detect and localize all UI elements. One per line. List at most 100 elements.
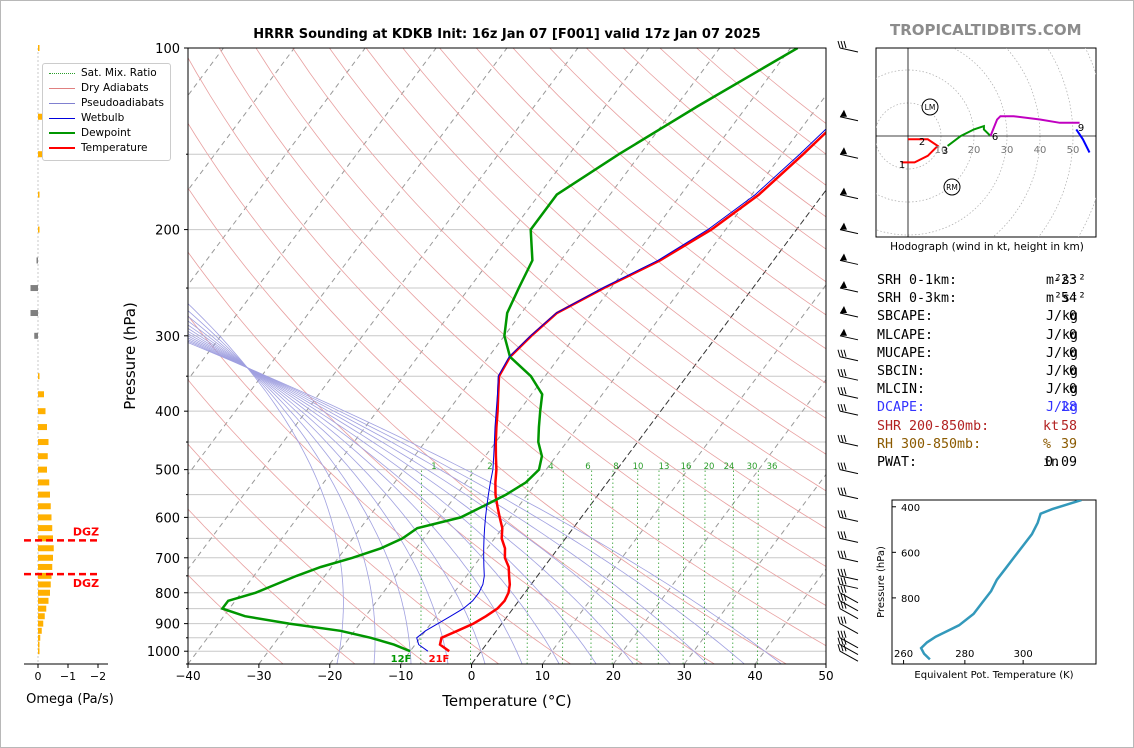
index-label: SRH 0-1km: xyxy=(877,273,958,288)
wind-barb-feather xyxy=(837,404,841,412)
wind-barb-feather xyxy=(843,487,847,495)
wind-barb-feather xyxy=(837,601,841,609)
hodograph-height-label: 1 xyxy=(899,160,905,171)
dry-adiabat xyxy=(188,187,715,664)
pseudoadiabat xyxy=(188,303,344,664)
hodograph-trace xyxy=(901,138,940,164)
pseudoadiabat xyxy=(188,327,523,664)
pseudoadiabat xyxy=(188,339,708,664)
hodograph-ring-label: 40 xyxy=(1034,145,1047,156)
wind-barb-flag xyxy=(840,147,847,155)
wind-barb-feather xyxy=(843,369,847,377)
storm-motion-label: LM xyxy=(925,103,936,112)
legend-item-dewpoint: Dewpoint xyxy=(49,126,131,141)
x-tick-label: 10 xyxy=(535,669,550,683)
wind-barb-feather xyxy=(840,593,844,601)
wind-barb-feather xyxy=(843,404,847,412)
index-value: 58 xyxy=(1060,418,1077,434)
wind-barb-feather xyxy=(837,510,841,518)
wind-barb-feather xyxy=(840,40,844,49)
wind-barb xyxy=(839,469,859,475)
index-unit: m²s⁻² xyxy=(1046,291,1087,307)
legend-item-pseudoadiabats: Pseudoadiabats xyxy=(49,96,164,111)
wind-barb-feather xyxy=(840,637,844,645)
isotherm xyxy=(258,48,721,664)
wind-barb xyxy=(839,557,859,563)
wind-barb-feather xyxy=(840,630,844,638)
wind-barb xyxy=(839,623,859,635)
hodograph-trace xyxy=(946,124,992,147)
mixing-ratio-label: 20 xyxy=(704,462,715,472)
wind-barb-feather xyxy=(837,369,841,377)
wind-barb-feather xyxy=(837,644,841,652)
omega-bar xyxy=(38,648,40,655)
omega-bar xyxy=(38,514,52,521)
y-tick-label: 400 xyxy=(155,405,180,420)
omega-bar xyxy=(38,439,49,446)
legend-item-mixing-ratio: Sat. Mix. Ratio xyxy=(49,66,157,81)
dry-adiabat xyxy=(188,508,356,664)
theta-e-profile xyxy=(919,500,1082,661)
wind-barb-feather xyxy=(840,644,844,652)
hodograph-ring-label: 10 xyxy=(935,145,948,156)
wind-barb xyxy=(839,410,859,416)
mixing-ratio-label: 8 xyxy=(613,462,618,472)
wind-barb-feather xyxy=(840,550,844,558)
hodograph-caption: Hodograph (wind in kt, height in km) xyxy=(890,241,1084,253)
theta-e-plot-area xyxy=(919,500,1082,661)
omega-bar xyxy=(38,597,49,604)
isotherm xyxy=(188,48,579,571)
index-value: 0 xyxy=(1068,309,1077,325)
hodograph-ring-label: 50 xyxy=(1067,145,1080,156)
y-tick-label: 200 xyxy=(155,224,180,239)
x-tick-label: −20 xyxy=(317,669,342,683)
index-label: MLCAPE: xyxy=(877,327,934,343)
storm-motion-marker xyxy=(921,98,939,116)
omega-bar xyxy=(30,285,38,292)
wind-barb-feather xyxy=(837,577,841,585)
omega-bar xyxy=(38,613,45,620)
omega-bar xyxy=(38,563,53,570)
wind-barb-feather xyxy=(843,40,847,49)
omega-bar xyxy=(38,191,40,198)
y-tick-label: 500 xyxy=(155,464,180,479)
omega-x-axis-label: Omega (Pa/s) xyxy=(26,692,114,707)
site-brand: TROPICALTIDBITS.COM xyxy=(890,21,1082,39)
theta-e-x-tick-label: 260 xyxy=(894,649,913,660)
index-unit: J/kg xyxy=(1046,400,1079,416)
wind-barb xyxy=(839,494,859,500)
mixing-ratio-label: 36 xyxy=(767,462,778,472)
wind-barb xyxy=(839,287,859,293)
wind-barb-feather xyxy=(837,387,841,395)
mixing-ratio-label: 13 xyxy=(659,462,670,472)
index-value: 0 xyxy=(1068,382,1077,398)
isotherm xyxy=(188,48,650,664)
isotherm xyxy=(471,189,826,664)
wind-barb-feather xyxy=(843,531,847,539)
index-unit: J/kg xyxy=(1046,382,1079,398)
wind-barb-feather xyxy=(843,349,847,357)
wind-barb xyxy=(839,608,859,620)
wind-barb xyxy=(839,592,859,604)
pseudoadiabat xyxy=(188,340,745,664)
wind-barb-flag xyxy=(840,109,847,117)
chart-title: HRRR Sounding at KDKB Init: 16z Jan 07 [… xyxy=(253,27,761,42)
dry-adiabat xyxy=(476,48,826,350)
theta-e-y-tick-label: 600 xyxy=(901,548,920,559)
wind-barb-feather xyxy=(843,550,847,558)
wind-barb-feather xyxy=(837,568,841,576)
wind-barb-flag xyxy=(840,306,847,314)
wind-barb-feather xyxy=(840,585,844,593)
wind-barb-feather xyxy=(840,462,844,470)
isotherm xyxy=(400,94,826,664)
omega-bar xyxy=(38,424,47,431)
wind-barb-feather xyxy=(837,585,841,593)
dry-adiabat xyxy=(218,48,826,607)
hodograph-ring-label: 30 xyxy=(1001,145,1014,156)
wetbulb-profile xyxy=(416,128,826,652)
dry-adiabat xyxy=(292,48,826,529)
wind-barb-feather xyxy=(837,616,841,624)
x-tick-label: −30 xyxy=(246,669,271,683)
wind-barb-feather xyxy=(837,462,841,470)
wind-barb-feather xyxy=(843,593,847,601)
